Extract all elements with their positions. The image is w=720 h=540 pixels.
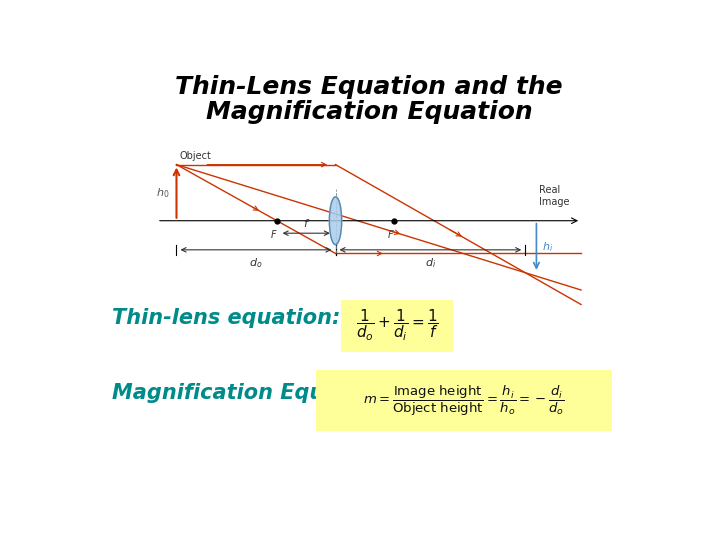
FancyBboxPatch shape: [341, 300, 453, 352]
Text: Thin-lens equation:: Thin-lens equation:: [112, 308, 341, 328]
Text: $h_0$: $h_0$: [156, 186, 170, 200]
Text: Magnification Equation:: Magnification Equation:: [112, 383, 394, 403]
Text: Magnification Equation: Magnification Equation: [206, 100, 532, 124]
Text: $d_o$: $d_o$: [249, 256, 263, 271]
Text: $F$: $F$: [270, 228, 278, 240]
Text: Thin-Lens Equation and the: Thin-Lens Equation and the: [175, 75, 563, 99]
Text: $d_i$: $d_i$: [425, 256, 436, 271]
Ellipse shape: [329, 197, 342, 245]
Text: $m = \dfrac{\mathrm{Image\ height}}{\mathrm{Object\ height}} = \dfrac{h_i}{h_o} : $m = \dfrac{\mathrm{Image\ height}}{\mat…: [363, 383, 564, 417]
Text: $F$: $F$: [387, 228, 395, 240]
Text: $f$: $f$: [302, 217, 310, 229]
Text: Object: Object: [179, 151, 211, 161]
Text: Real
Image: Real Image: [539, 185, 570, 207]
Text: $h_i$: $h_i$: [542, 240, 553, 254]
Text: $\dfrac{1}{d_o} + \dfrac{1}{d_i} = \dfrac{1}{f}$: $\dfrac{1}{d_o} + \dfrac{1}{d_i} = \dfra…: [356, 308, 438, 343]
FancyBboxPatch shape: [316, 370, 612, 431]
